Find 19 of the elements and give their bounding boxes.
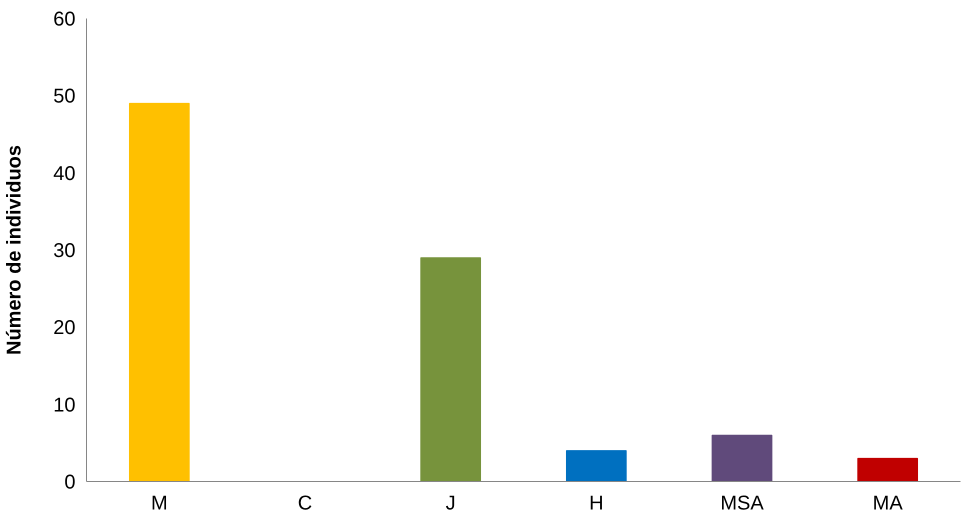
x-tick-label: MA [872,492,904,514]
x-tick-label: C [298,492,312,514]
x-tick-label: M [151,492,168,514]
y-axis-title: Número de individuos [3,144,26,356]
y-tick-label: 20 [53,317,76,340]
bar [566,450,627,482]
bar [857,458,918,482]
bar [712,434,772,482]
y-tick-label: 0 [64,472,76,494]
bar [420,257,482,482]
x-tick-label: MSA [720,492,764,514]
y-tick-label: 40 [53,162,76,185]
x-tick-label: H [589,492,604,514]
y-tick-label: 10 [53,394,76,416]
x-tick-label: J [446,492,456,514]
y-tick-label: 30 [53,240,76,262]
y-tick-label: 60 [53,8,76,30]
bar [128,102,190,482]
y-tick-label: 50 [53,86,76,108]
